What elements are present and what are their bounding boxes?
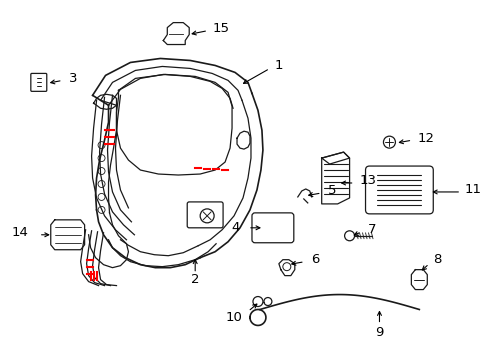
Text: 15: 15 bbox=[212, 22, 229, 35]
Text: 7: 7 bbox=[367, 223, 375, 236]
Text: 11: 11 bbox=[463, 184, 480, 197]
Text: 6: 6 bbox=[310, 253, 319, 266]
Text: 2: 2 bbox=[190, 273, 199, 286]
Text: 10: 10 bbox=[224, 311, 242, 324]
Text: 4: 4 bbox=[231, 221, 240, 234]
Text: 14: 14 bbox=[12, 226, 29, 239]
Text: 3: 3 bbox=[68, 72, 77, 85]
Text: 12: 12 bbox=[416, 132, 433, 145]
Text: 5: 5 bbox=[327, 184, 335, 197]
Text: 8: 8 bbox=[432, 253, 441, 266]
Text: 9: 9 bbox=[374, 326, 383, 339]
Text: 13: 13 bbox=[359, 175, 376, 188]
Text: 1: 1 bbox=[274, 59, 283, 72]
